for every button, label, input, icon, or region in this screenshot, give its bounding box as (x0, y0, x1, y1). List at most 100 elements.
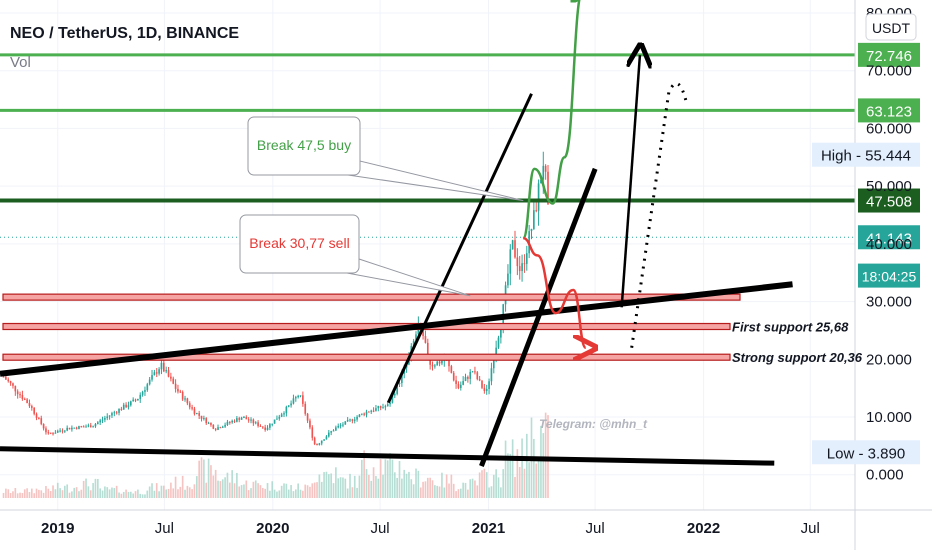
candle-body (85, 426, 87, 428)
candle-body (28, 403, 31, 407)
volume-bar (214, 469, 217, 498)
candle-body (203, 418, 205, 420)
candle-body (170, 376, 172, 379)
price-tick-label: 10.000 (866, 409, 912, 426)
volume-bar (497, 477, 500, 498)
candle-body (247, 419, 250, 421)
volume-indicator-label[interactable]: Vol (10, 54, 31, 71)
projection-red-path[interactable] (522, 236, 585, 348)
candle-body (111, 413, 113, 416)
price-tick-label: 60.000 (866, 120, 912, 137)
price-axis[interactable]: 72.746 63.123 47.508 41.143 0.000 10.000 20.00… (812, 0, 920, 550)
time-tick-label: 2020 (256, 520, 289, 537)
candle-body (73, 427, 76, 429)
candle-body (349, 419, 351, 421)
candle-body (318, 443, 321, 445)
callout-box[interactable] (247, 116, 361, 176)
trend-line[interactable] (0, 281, 793, 377)
volume-bar (226, 472, 229, 498)
candle-body (490, 368, 493, 382)
trend-line[interactable] (386, 93, 533, 404)
candle-body (71, 427, 73, 430)
volume-bar (325, 471, 328, 498)
support-band[interactable] (2, 353, 731, 361)
volume-bar (511, 439, 514, 498)
volume-bar (363, 450, 365, 498)
volume-bar (368, 474, 370, 498)
volume-bar (419, 487, 422, 498)
candle-body (544, 165, 547, 172)
volume-bar (332, 483, 335, 498)
volume-bar (500, 487, 502, 498)
callout-box[interactable] (239, 214, 360, 274)
trend-line[interactable] (479, 167, 598, 467)
support-band[interactable] (2, 322, 731, 331)
candle-body (151, 375, 153, 380)
candle-body (188, 403, 191, 408)
candle-body (353, 419, 356, 421)
level-price-tag (858, 42, 920, 67)
candle-body (99, 420, 101, 423)
candle-body (259, 425, 262, 427)
candle-body (457, 383, 460, 388)
time-tick-label: Jul (155, 520, 174, 537)
candle-body (488, 381, 490, 389)
candle-body (134, 399, 137, 401)
candle-body (459, 384, 462, 388)
volume-bar (217, 480, 219, 498)
candle-body (280, 414, 283, 417)
volume-bar (379, 459, 382, 498)
candle-body (38, 417, 40, 419)
volume-bar (155, 483, 158, 498)
level-price-label: 47.508 (866, 194, 912, 211)
time-axis[interactable]: 2019 Jul 2020 Jul 2021 Jul 2022 Jul (0, 509, 932, 537)
volume-bar (200, 457, 203, 498)
volume-bar (207, 458, 210, 498)
candle-body (54, 432, 57, 434)
volume-bar (375, 476, 377, 498)
volume-bar (26, 488, 28, 498)
candle-body (509, 249, 512, 274)
candle-body (471, 371, 474, 373)
candle-body (12, 383, 14, 386)
volume-bar (212, 475, 215, 498)
currency-badge[interactable]: USDT (865, 13, 917, 41)
candle-body (372, 410, 375, 412)
volume-bar (75, 487, 78, 498)
candle-body (396, 383, 398, 394)
candle-body (525, 253, 528, 264)
callout-text: Break 30,77 sell (249, 235, 349, 251)
candle-body (467, 376, 469, 379)
projection-black-arrow[interactable] (620, 55, 640, 308)
volume-bar (73, 487, 76, 498)
volume-bar (457, 489, 460, 498)
support-band[interactable] (2, 293, 741, 301)
candle-body (94, 424, 97, 427)
candle-body (141, 391, 144, 395)
candle-body (269, 424, 271, 428)
volume-bar (12, 491, 14, 498)
candle-body (261, 426, 264, 428)
candle-body (33, 407, 36, 414)
candle-body (530, 228, 533, 232)
candle-body (297, 395, 299, 398)
volume-bar (146, 490, 149, 498)
volume-bar (42, 492, 45, 498)
volume-bar (438, 486, 441, 498)
volume-bar (455, 491, 457, 498)
volume-bar (59, 488, 61, 498)
trend-line[interactable] (0, 446, 775, 466)
projection-green-path[interactable] (522, 0, 583, 240)
volume-bar (158, 491, 160, 498)
candle-body (257, 422, 259, 426)
candle-body (21, 395, 24, 399)
projection-dotted-arrow[interactable] (630, 82, 689, 348)
candle-body (273, 419, 276, 424)
candle-body (393, 393, 396, 396)
volume-bar (28, 491, 31, 498)
volume-bar (283, 483, 285, 498)
candle-body (452, 372, 455, 381)
volume-bar (393, 472, 396, 498)
